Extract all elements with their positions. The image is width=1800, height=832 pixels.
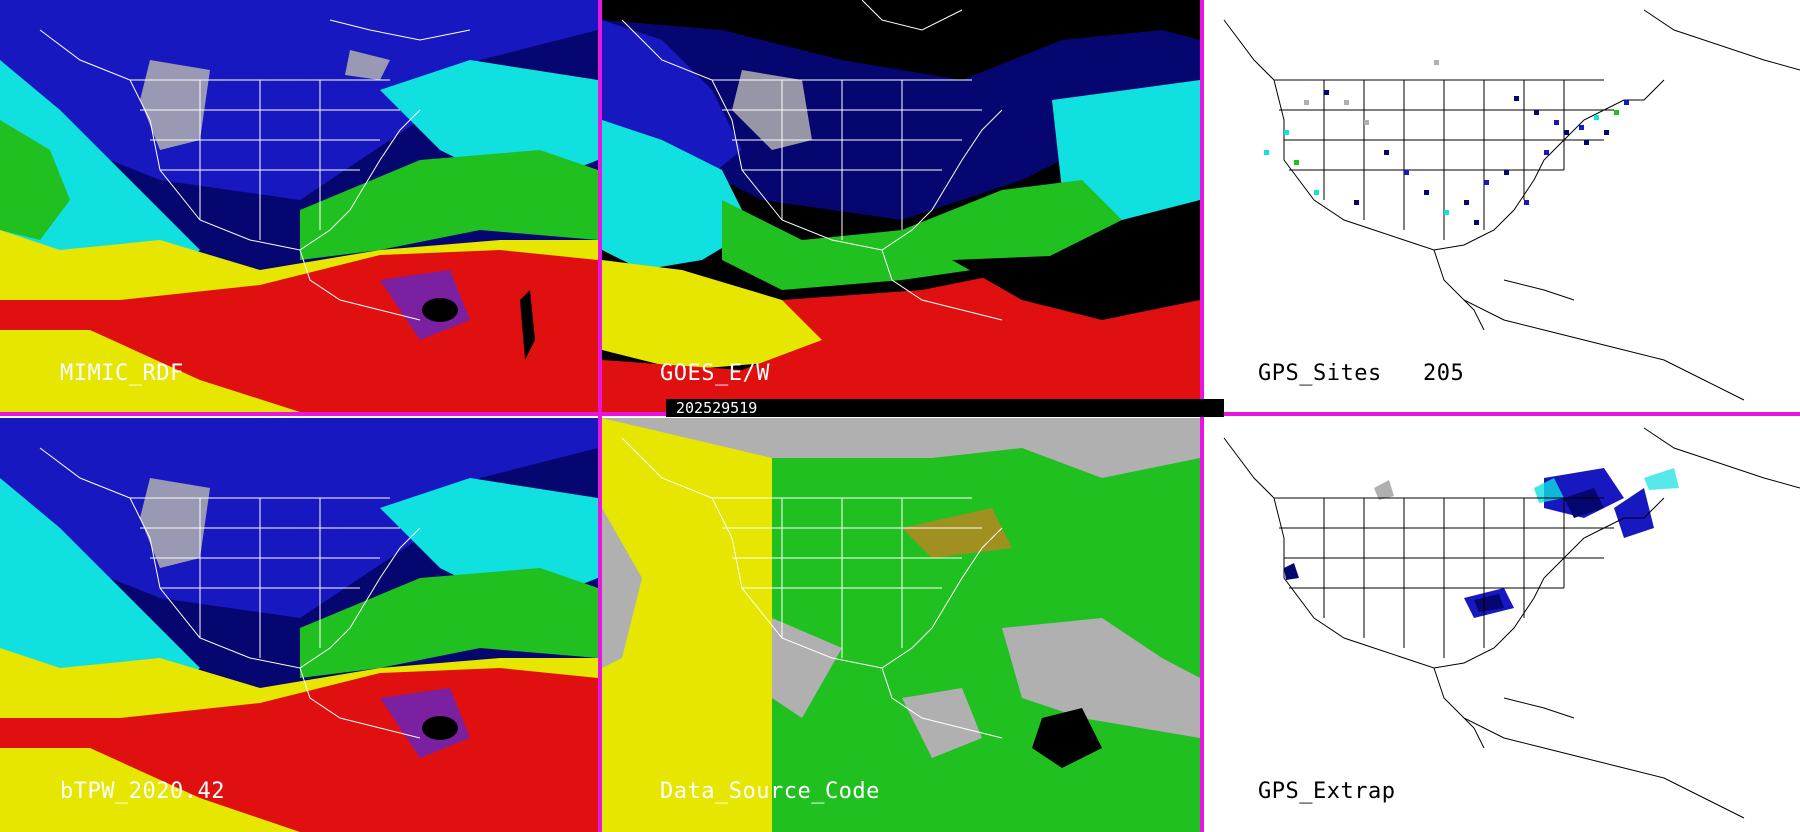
panel-label-data-source: Data_Source_Code: [660, 779, 880, 804]
data-source-map-image: [602, 418, 1200, 832]
divider-vertical-left: [598, 0, 602, 832]
map-panel-gps-sites: [1204, 0, 1800, 412]
panel-label-btpw: bTPW_2020.42: [60, 779, 225, 804]
panel-label-goes: GOES_E/W: [660, 361, 770, 386]
gps-sites-map-image: [1204, 0, 1800, 412]
map-panel-btpw: [0, 418, 598, 832]
mimic-map-image: [0, 0, 598, 412]
gps-extrap-map-image: [1204, 418, 1800, 832]
map-panel-mimic: [0, 0, 598, 412]
gps-sites-count: 205: [1422, 361, 1465, 386]
panel-label-gps-extrap: GPS_Extrap: [1258, 779, 1396, 804]
gps-sites-label: GPS_Sites 205: [1258, 361, 1464, 386]
panel-label-mimic: MIMIC_RDF: [60, 361, 184, 386]
gps-site-markers: [1264, 60, 1629, 225]
map-panel-goes: [602, 0, 1200, 412]
timestamp-bar: 202529519: [666, 399, 1224, 417]
panel-label-gps-sites: GPS_Sites: [1258, 361, 1382, 386]
btpw-map-image: [0, 418, 598, 832]
map-panel-data-source: [602, 418, 1200, 832]
map-panel-gps-extrap: [1204, 418, 1800, 832]
goes-map-image: [602, 0, 1200, 412]
timestamp-text: 202529519: [676, 399, 758, 417]
